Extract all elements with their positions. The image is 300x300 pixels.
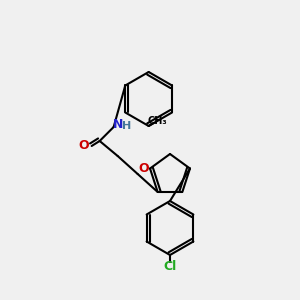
Text: Cl: Cl [164, 260, 177, 272]
Text: CH₃: CH₃ [148, 116, 167, 126]
Text: H: H [122, 121, 131, 131]
Text: O: O [139, 162, 149, 175]
Text: N: N [112, 118, 123, 131]
Text: O: O [78, 140, 89, 152]
